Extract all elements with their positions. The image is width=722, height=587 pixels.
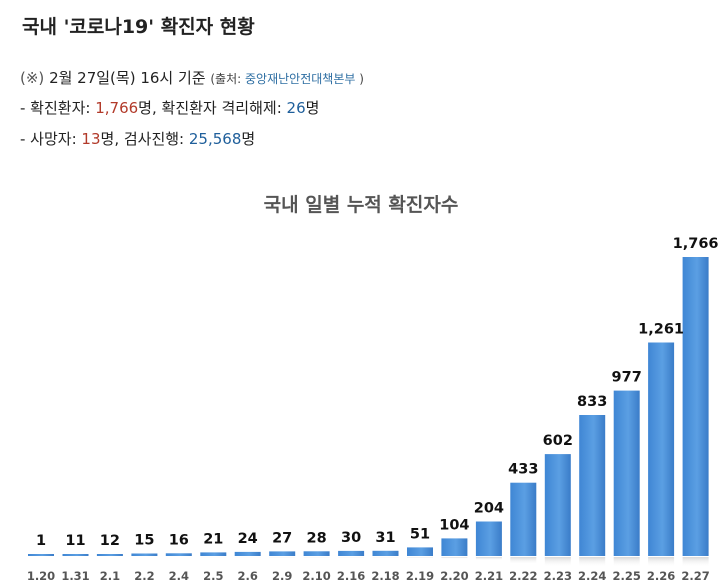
x-tick-label: 2.18 (371, 569, 399, 583)
bar-value-label: 104 (439, 517, 469, 533)
bar-value-label: 204 (474, 501, 504, 517)
x-tick-label: 2.10 (302, 569, 330, 583)
source-open: (출처: (210, 72, 242, 86)
confirmed-unit: 명, (138, 99, 157, 117)
bar-2.4 (165, 553, 192, 556)
bar-1.31 (62, 554, 89, 556)
bar-value-label: 1,766 (673, 236, 719, 252)
basis-line: (※) 2월 27일(목) 16시 기준 (출처: 중앙재난안전대책본부 ) (20, 67, 364, 88)
bar-value-label: 1 (36, 533, 46, 549)
x-tick-label: 2.26 (647, 569, 675, 583)
bar-reflection (682, 557, 709, 567)
bar-value-label: 15 (134, 533, 154, 549)
bar-reflection (372, 557, 399, 558)
x-tick-label: 2.21 (475, 569, 503, 583)
confirmed-value: 1,766 (95, 99, 139, 117)
deaths-value: 13 (81, 130, 101, 148)
bar-2.2 (131, 553, 158, 556)
bar-value-label: 977 (612, 370, 642, 386)
confirmed-label: - 확진환자: (20, 99, 91, 117)
testing-unit: 명 (241, 130, 256, 148)
x-tick-label: 2.1 (100, 569, 120, 583)
bar-reflection (475, 557, 502, 561)
bar-2.27 (682, 257, 709, 556)
bar-2.6 (234, 551, 261, 556)
bar-2.9 (269, 551, 296, 556)
source-close: ) (359, 72, 364, 86)
bar-reflection (441, 557, 468, 559)
x-tick-label: 2.5 (203, 569, 223, 583)
confirmed-line: - 확진환자: 1,766명, 확진환자 격리해제: 26명 (20, 97, 319, 118)
bar-reflection (338, 557, 365, 558)
bar-2.23 (544, 454, 571, 556)
source-note: (출처: 중앙재난안전대책본부 ) (210, 72, 364, 86)
page-title: 국내 '코로나19' 확진자 현황 (22, 16, 255, 38)
x-tick-label: 2.25 (613, 569, 641, 583)
bar-2.1 (96, 554, 123, 556)
x-tick-label: 2.2 (134, 569, 154, 583)
x-tick-label: 2.19 (406, 569, 434, 583)
bar-1.20 (28, 554, 54, 556)
bar-value-label: 833 (577, 394, 607, 410)
bar-2.10 (303, 551, 330, 556)
bar-value-label: 1,261 (638, 322, 684, 338)
source-name: 중앙재난안전대책본부 (245, 72, 356, 86)
testing-value: 25,568 (188, 130, 242, 148)
bar-2.19 (407, 547, 433, 556)
bar-value-label: 27 (272, 530, 292, 546)
x-tick-label: 2.27 (681, 569, 709, 583)
x-tick-label: 2.22 (509, 569, 537, 583)
x-tick-label: 2.9 (272, 569, 292, 583)
x-tick-label: 2.4 (169, 569, 189, 583)
x-tick-label: 2.24 (578, 569, 606, 583)
bar-2.24 (579, 415, 606, 556)
x-tick-label: 1.20 (27, 569, 55, 583)
x-tick-label: 2.16 (337, 569, 365, 583)
bar-reflection (303, 557, 330, 558)
bar-reflection (613, 557, 640, 567)
bar-value-label: 28 (307, 530, 327, 546)
basis-prefix: (※) (20, 69, 45, 87)
chart-title: 국내 일별 누적 확진자수 (263, 194, 459, 216)
bar-2.5 (200, 552, 227, 556)
bar-2.22 (510, 482, 537, 556)
bar-value-label: 21 (203, 531, 223, 547)
bar-2.20 (441, 538, 468, 556)
basis-text: 2월 27일(목) 16시 기준 (49, 69, 206, 87)
bar-value-label: 12 (100, 533, 120, 549)
x-axis-ticks: 1.20 1.31 2.1 2.2 2.4 2.5 2.6 2.9 2.10 2.16 2.18 2.… (27, 569, 710, 583)
bars-group (28, 257, 709, 567)
bar-2.18 (372, 550, 399, 556)
bar-2.26 (648, 342, 675, 556)
deaths-unit: 명, 검사진행: (100, 130, 185, 148)
x-tick-label: 2.6 (238, 569, 258, 583)
bar-2.16 (338, 550, 365, 556)
bar-reflection (579, 557, 606, 567)
bar-value-label: 24 (238, 531, 258, 547)
x-tick-label: 2.23 (544, 569, 572, 583)
released-label: 확진환자 격리해제: (161, 99, 282, 117)
bar-2.21 (475, 521, 502, 556)
bar-value-label: 31 (375, 530, 395, 546)
bar-value-label: 602 (543, 433, 573, 449)
deaths-line: - 사망자: 13명, 검사진행: 25,568명 (20, 128, 255, 149)
released-unit: 명 (305, 99, 320, 117)
x-tick-label: 2.20 (440, 569, 468, 583)
bar-reflection (648, 557, 675, 567)
bar-value-label: 16 (169, 532, 189, 548)
bar-labels-group: 1 11 12 15 16 21 24 27 28 30 31 5110420443360283397… (36, 236, 719, 549)
bar-reflection (407, 557, 433, 558)
bar-value-label: 433 (508, 462, 538, 478)
bar-2.25 (613, 390, 640, 556)
bar-value-label: 30 (341, 530, 361, 546)
bar-reflection (269, 557, 296, 558)
released-value: 26 (286, 99, 306, 117)
x-tick-label: 1.31 (61, 569, 89, 583)
bar-value-label: 11 (65, 533, 85, 549)
deaths-label: - 사망자: (20, 130, 77, 148)
bar-reflection (510, 557, 537, 565)
bar-value-label: 51 (410, 526, 430, 542)
bar-reflection (544, 557, 571, 567)
